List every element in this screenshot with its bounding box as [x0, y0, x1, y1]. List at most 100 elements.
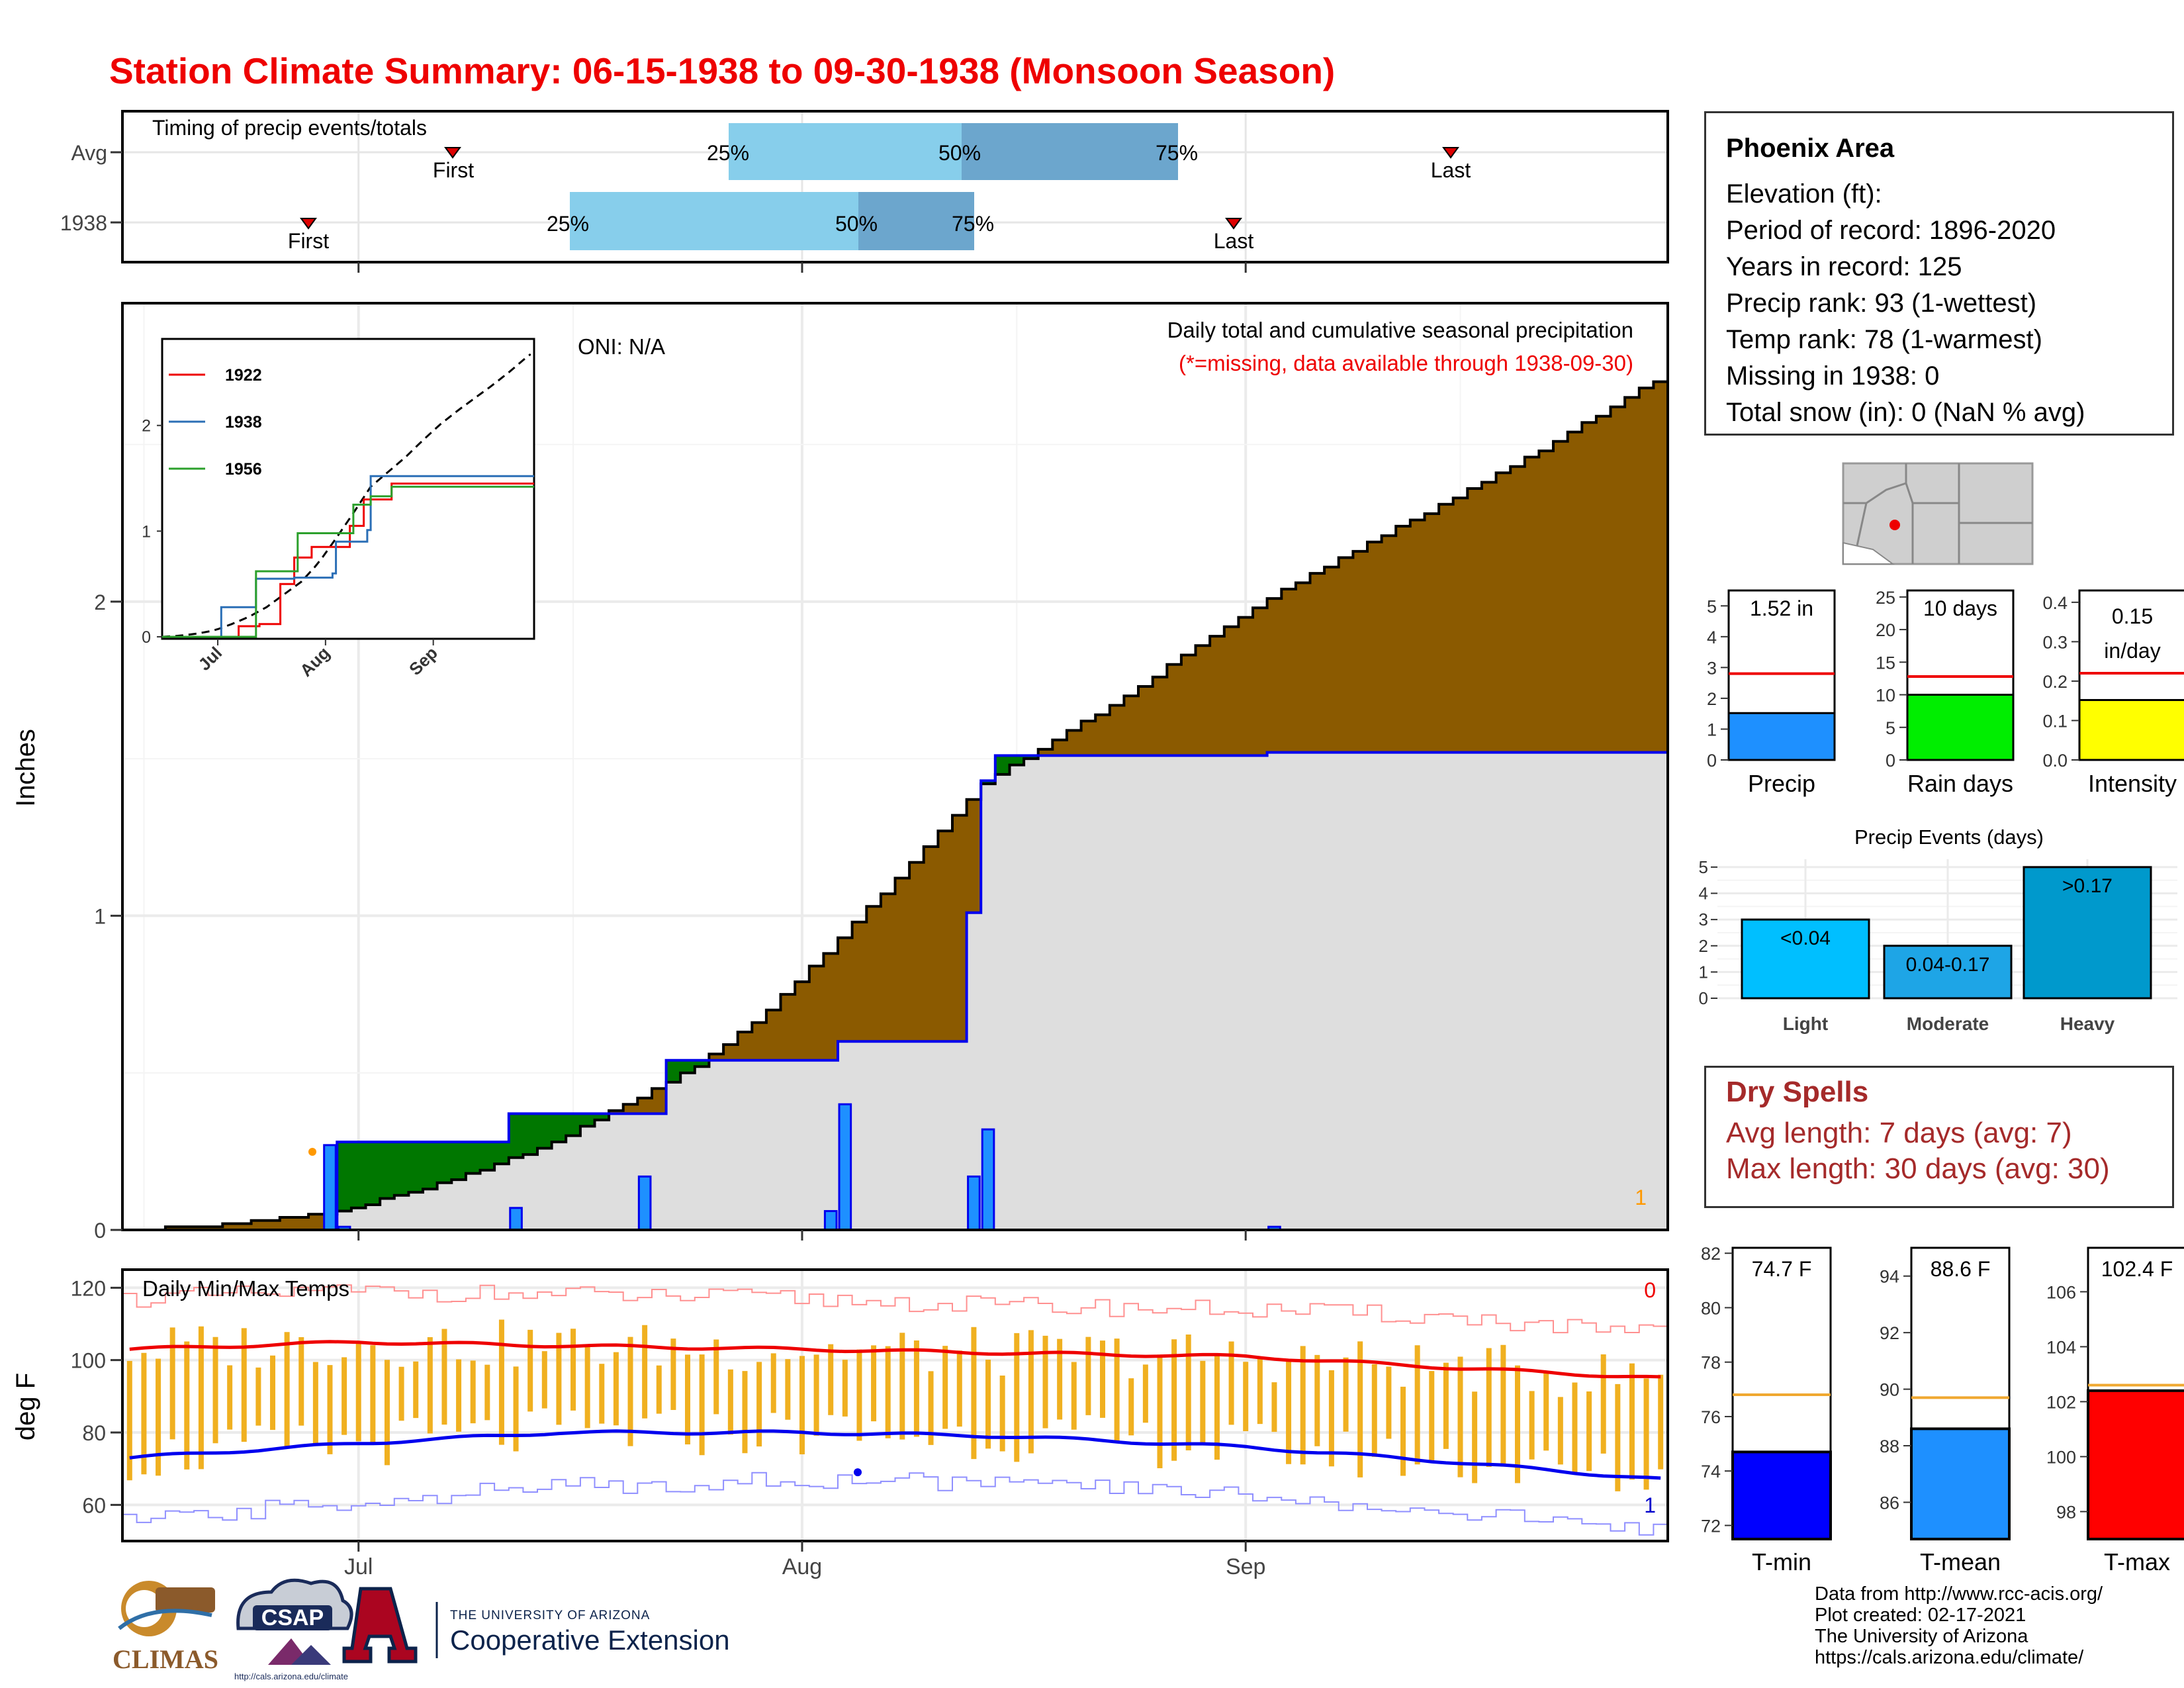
events-y-tick: 5	[1699, 857, 1708, 877]
temp-panel: deg F 60 80 100 120 Jul Aug Sep Daily Min/Max…	[11, 1268, 1669, 1579]
avg-last-marker	[1442, 147, 1459, 159]
record-high-line	[122, 1284, 1668, 1334]
mini-temp-charts: 72 74 76 78 80 82 74.7 F T-min 86 88 90 92 94 88.6 F T…	[1701, 1244, 2184, 1575]
credit-line: The University of Arizona	[1815, 1626, 2028, 1647]
credit-line: Data from http://www.rcc-acis.org/	[1815, 1583, 2103, 1605]
mini-chart-label: T-mean	[1920, 1548, 2001, 1575]
mini-chart-bar	[1727, 712, 1836, 761]
avg-p50-label: 50%	[938, 141, 981, 165]
avg-max-line	[129, 1340, 1661, 1379]
credit-line: Plot created: 02-17-2021	[1815, 1605, 2026, 1626]
mini-chart-y-tick: 15	[1876, 653, 1895, 673]
mini-chart-y-tick: 0	[1707, 751, 1717, 771]
mini-chart-label: Rain days	[1907, 770, 2013, 797]
mini-chart-y-tick: 78	[1701, 1353, 1721, 1373]
credit-line: https://cals.arizona.edu/climate/	[1815, 1647, 2084, 1668]
avg-last-label: Last	[1431, 158, 1471, 182]
inset-avg-line	[161, 353, 531, 638]
mini-chart-y-tick: 2	[1707, 689, 1717, 709]
events-y-tick: 3	[1699, 910, 1708, 929]
record-low-line	[122, 1472, 1668, 1536]
y1938-last-marker	[1225, 218, 1242, 230]
mini-chart-value: 74.7 F	[1752, 1257, 1812, 1281]
events-bar-label: Moderate	[1907, 1013, 1989, 1034]
climas-logo-text: CLIMAS	[113, 1644, 218, 1674]
daily-precip-bar	[838, 1103, 852, 1231]
station-temp-rank: Temp rank: 78 (1-warmest)	[1726, 325, 2042, 354]
temp-ylabel: deg F	[11, 1373, 40, 1440]
station-info-box: Phoenix Area Elevation (ft): Period of r…	[1704, 111, 2174, 436]
mini-chart-y-tick: 1	[1707, 720, 1717, 739]
mini-chart-y-tick: 0	[1886, 751, 1895, 771]
dry-spells-title: Dry Spells	[1726, 1076, 1869, 1108]
timing-label: Timing of precip events/totals	[152, 116, 427, 140]
mini-chart-y-tick: 10	[1876, 686, 1895, 706]
oni-label: ONI: N/A	[578, 334, 665, 359]
y1938-bar-50-75	[858, 192, 974, 250]
mini-chart-y-tick: 0.0	[2042, 751, 2068, 771]
precip-subtitle: (*=missing, data available through 1938-…	[1179, 351, 1633, 375]
mini-chart-value: 102.4 F	[2101, 1257, 2173, 1281]
avg-first-marker	[444, 147, 461, 159]
dry-spells-box: Dry Spells Avg length: 7 days (avg: 7) M…	[1704, 1066, 2174, 1208]
y-tick-label: 0	[94, 1219, 106, 1243]
temp-count-low: 1	[1644, 1493, 1656, 1517]
mini-chart-value: 88.6 F	[1931, 1257, 1991, 1281]
ua-logo: THE UNIVERSITY OF ARIZONA Cooperative Ex…	[342, 1587, 730, 1664]
dry-spells-avg: Avg length: 7 days (avg: 7)	[1726, 1117, 2072, 1149]
y-tick-label: 1	[94, 904, 106, 928]
mini-chart-y-tick: 92	[1880, 1323, 1899, 1343]
mini-chart-value: 0.15	[2112, 604, 2153, 628]
events-y-tick: 0	[1699, 988, 1708, 1008]
credits: Data from http://www.rcc-acis.org/ Plot …	[1815, 1583, 2103, 1668]
y-tick-label: 2	[94, 590, 106, 614]
daily-precip-bar	[981, 1128, 995, 1231]
station-period: Period of record: 1896-2020	[1726, 216, 2056, 245]
mini-chart-y-tick: 82	[1701, 1244, 1721, 1264]
mini-chart-value: 10 days	[1923, 596, 1997, 620]
mini-precip-charts: 0 1 2 3 4 5 1.52 in Precip 0 5 10 15 20 25 10 days Rain…	[1707, 588, 2184, 797]
y1938-cumulative-line	[122, 751, 1668, 1231]
y-tick-label: 60	[82, 1493, 106, 1517]
mini-chart-y-tick: 74	[1701, 1462, 1721, 1481]
daily-precip-bar	[323, 1144, 337, 1231]
events-y-tick: 4	[1699, 884, 1708, 904]
page-title: Station Climate Summary: 06-15-1938 to 0…	[109, 50, 1335, 91]
mini-chart-label: T-min	[1752, 1548, 1811, 1575]
avg-p75-label: 75%	[1156, 141, 1198, 165]
mini-chart-label: Precip	[1748, 770, 1815, 797]
events-title: Precip Events (days)	[1854, 825, 2044, 849]
inset-series-line	[162, 485, 534, 638]
events-bar-label: Light	[1783, 1013, 1828, 1034]
mini-chart-y-tick: 0.4	[2042, 593, 2068, 613]
temp-count-high: 0	[1644, 1278, 1656, 1302]
missing-marker	[308, 1148, 316, 1156]
events-y-tick: 2	[1699, 936, 1708, 956]
events-bar-label: Heavy	[2060, 1013, 2115, 1034]
mini-chart-y-tick: 3	[1707, 658, 1717, 678]
precip-panel: Inches 0 1 2 Daily total and cumulative se…	[11, 302, 1669, 1243]
y-tick-label: 80	[82, 1421, 106, 1445]
mini-chart-y-tick: 5	[1707, 596, 1717, 616]
x-tick-label: Aug	[782, 1554, 823, 1579]
mini-chart-label: Intensity	[2088, 770, 2177, 797]
station-years: Years in record: 125	[1726, 252, 1962, 281]
events-bar-range: 0.04-0.17	[1906, 954, 1990, 976]
ua-big-text: Cooperative Extension	[450, 1624, 730, 1656]
events-bar-range: <0.04	[1780, 927, 1831, 949]
y1938-last-label: Last	[1214, 229, 1254, 253]
mini-chart-y-tick: 20	[1876, 620, 1895, 640]
mini-chart-bar	[1731, 1450, 1832, 1540]
station-missing: Missing in 1938: 0	[1726, 361, 1940, 391]
mini-chart-y-tick: 4	[1707, 628, 1717, 647]
events-bar	[1883, 945, 2013, 1000]
daily-precip-bar	[637, 1175, 652, 1231]
legend-label: 1938	[225, 413, 262, 432]
inset-y-tick-label: 1	[142, 522, 151, 541]
mini-chart-value: in/day	[2104, 639, 2160, 663]
csap-logo: CSAP http://cals.arizona.edu/climate	[234, 1578, 353, 1681]
temp-label: Daily Min/Max Temps	[142, 1276, 349, 1301]
avg-cumulative-line	[122, 380, 1668, 1231]
